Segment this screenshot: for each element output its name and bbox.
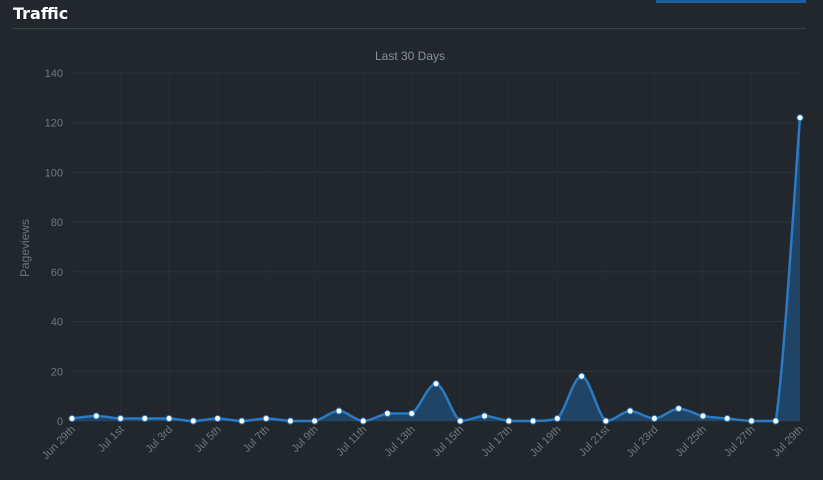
x-tick-label: Jul 23rd <box>624 424 660 460</box>
panel-title: Traffic <box>13 4 69 23</box>
data-point[interactable] <box>189 417 197 425</box>
title-divider <box>13 28 806 29</box>
x-tick-label: Jul 5th <box>192 424 223 455</box>
data-point[interactable] <box>699 412 707 420</box>
data-point[interactable] <box>650 415 658 423</box>
y-tick-label: 100 <box>45 167 63 179</box>
data-point[interactable] <box>141 415 149 423</box>
data-point[interactable] <box>262 415 270 423</box>
x-tick-label: Jul 9th <box>289 424 320 455</box>
data-point[interactable] <box>68 415 76 423</box>
data-point[interactable] <box>747 417 755 425</box>
pageviews-series <box>68 114 804 425</box>
data-point[interactable] <box>117 415 125 423</box>
y-tick-label: 80 <box>51 217 63 229</box>
data-point[interactable] <box>529 417 537 425</box>
x-axis-ticks: Jun 29th Jul 1st Jul 3rd Jul 5th Jul 7th Jul … <box>40 424 806 462</box>
data-point[interactable] <box>214 415 222 423</box>
y-axis-ticks: 0 20 40 60 80 100 120 140 <box>45 68 63 428</box>
data-point[interactable] <box>602 417 610 425</box>
y-tick-label: 60 <box>51 267 63 279</box>
x-tick-label: Jul 11th <box>334 424 369 459</box>
x-tick-label: Jul 17th <box>479 424 515 460</box>
data-point[interactable] <box>796 114 804 122</box>
data-point[interactable] <box>553 415 561 423</box>
series-area <box>72 117 800 421</box>
data-point[interactable] <box>408 410 416 418</box>
x-tick-label: Jul 7th <box>241 424 272 455</box>
series-line <box>71 117 802 423</box>
data-point[interactable] <box>383 410 391 418</box>
x-tick-label: Jul 25th <box>673 424 709 460</box>
y-tick-label: 140 <box>45 68 63 80</box>
y-axis-label: Pageviews <box>18 219 32 277</box>
data-point[interactable] <box>359 417 367 425</box>
data-point[interactable] <box>505 417 513 425</box>
data-point[interactable] <box>432 380 440 388</box>
data-point[interactable] <box>456 417 464 425</box>
data-point[interactable] <box>675 405 683 413</box>
x-tick-label: Jul 3rd <box>143 424 175 456</box>
data-point[interactable] <box>286 417 294 425</box>
data-point[interactable] <box>311 417 319 425</box>
x-tick-label: Jul 15th <box>431 424 467 460</box>
y-tick-label: 20 <box>51 366 63 378</box>
data-point[interactable] <box>238 417 246 425</box>
chart-title: Last 30 Days <box>375 49 445 63</box>
data-point[interactable] <box>481 412 489 420</box>
x-tick-label: Jul 29th <box>770 424 806 460</box>
data-point[interactable] <box>578 372 586 380</box>
x-tick-label: Jun 29th <box>40 424 78 462</box>
chart-grid <box>71 72 801 422</box>
data-point[interactable] <box>92 412 100 420</box>
x-tick-label: Jul 13th <box>382 424 418 460</box>
y-tick-label: 120 <box>45 118 63 130</box>
x-tick-label: Jul 1st <box>96 424 127 455</box>
data-point[interactable] <box>335 407 343 415</box>
x-tick-label: Jul 27th <box>722 424 758 460</box>
x-tick-label: Jul 19th <box>528 424 564 460</box>
x-tick-label: Jul 21st <box>577 424 612 459</box>
panel-action-button[interactable] <box>656 0 806 3</box>
y-tick-label: 40 <box>51 317 63 329</box>
y-tick-label: 0 <box>57 416 63 428</box>
data-point[interactable] <box>626 407 634 415</box>
data-point[interactable] <box>723 415 731 423</box>
data-point[interactable] <box>772 417 780 425</box>
data-point[interactable] <box>165 415 173 423</box>
